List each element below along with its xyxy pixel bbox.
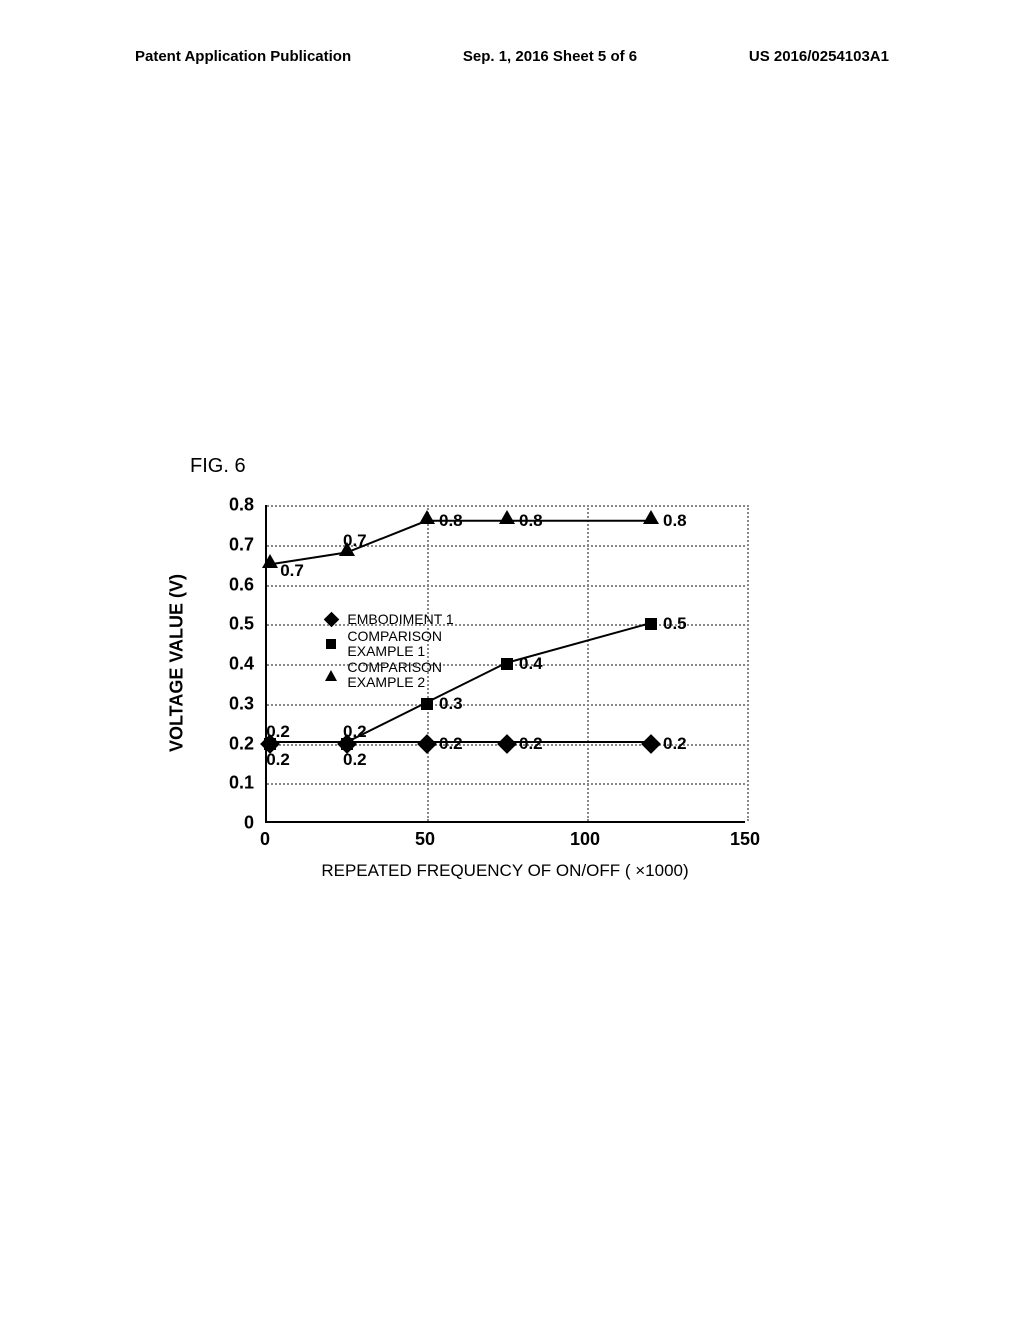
point-label: 0.2	[266, 750, 290, 770]
point-label: 0.2	[343, 750, 367, 770]
ytick-label: 0.5	[210, 614, 254, 635]
triangle-icon	[321, 670, 341, 681]
figure-label: FIG. 6	[190, 455, 246, 478]
page-header: Patent Application Publication Sep. 1, 2…	[0, 48, 1024, 65]
legend-label: EMBODIMENT 1	[347, 612, 453, 627]
point-label: 0.2	[343, 722, 367, 742]
point-label: 0.5	[663, 614, 687, 634]
data-point-triangle	[419, 510, 435, 524]
ytick-label: 0.1	[210, 773, 254, 794]
x-axis-label: REPEATED FREQUENCY OF ON/OFF ( ×1000)	[321, 861, 688, 881]
chart: VOLTAGE VALUE (V) REPEATED FREQUENCY OF …	[155, 485, 815, 905]
data-point-square	[645, 618, 657, 630]
ytick-label: 0.4	[210, 654, 254, 675]
xtick-label: 0	[260, 829, 270, 850]
point-label: 0.4	[519, 654, 543, 674]
data-point-triangle	[643, 510, 659, 524]
plot-area: 0.2 0.2 0.2 0.2 0.2 0.2 0.2 0.3 0.4 0.5 0.7 0.7 0.8 0…	[265, 505, 745, 823]
point-label: 0.7	[280, 561, 304, 581]
legend-label: COMPARISONEXAMPLE 1	[347, 629, 442, 658]
point-label: 0.3	[439, 694, 463, 714]
header-right: US 2016/0254103A1	[749, 48, 889, 65]
legend-item: EMBODIMENT 1	[321, 612, 453, 627]
point-label: 0.7	[343, 531, 367, 551]
header-left: Patent Application Publication	[135, 48, 351, 65]
diamond-icon	[321, 614, 341, 625]
data-point-square	[501, 658, 513, 670]
legend-label: COMPARISONEXAMPLE 2	[347, 660, 442, 689]
data-point-triangle	[262, 554, 278, 568]
ytick-label: 0	[210, 813, 254, 834]
xtick-label: 150	[730, 829, 760, 850]
xtick-label: 50	[415, 829, 435, 850]
header-center: Sep. 1, 2016 Sheet 5 of 6	[463, 48, 637, 65]
point-label: 0.2	[663, 734, 687, 754]
ytick-label: 0.3	[210, 693, 254, 714]
gridline-v	[747, 505, 749, 821]
point-label: 0.8	[663, 511, 687, 531]
ytick-label: 0.6	[210, 574, 254, 595]
square-icon	[321, 639, 341, 649]
ytick-label: 0.8	[210, 495, 254, 516]
ytick-label: 0.7	[210, 534, 254, 555]
point-label: 0.8	[519, 511, 543, 531]
legend-item: COMPARISONEXAMPLE 1	[321, 629, 453, 658]
point-label: 0.2	[519, 734, 543, 754]
xtick-label: 100	[570, 829, 600, 850]
point-label: 0.8	[439, 511, 463, 531]
y-axis-label: VOLTAGE VALUE (V)	[167, 574, 188, 752]
point-label: 0.2	[439, 734, 463, 754]
ytick-label: 0.2	[210, 733, 254, 754]
data-point-triangle	[499, 510, 515, 524]
data-point-square	[421, 698, 433, 710]
legend: EMBODIMENT 1 COMPARISONEXAMPLE 1COMPARISO…	[321, 612, 453, 691]
point-label: 0.2	[266, 722, 290, 742]
legend-item: COMPARISONEXAMPLE 2	[321, 660, 453, 689]
